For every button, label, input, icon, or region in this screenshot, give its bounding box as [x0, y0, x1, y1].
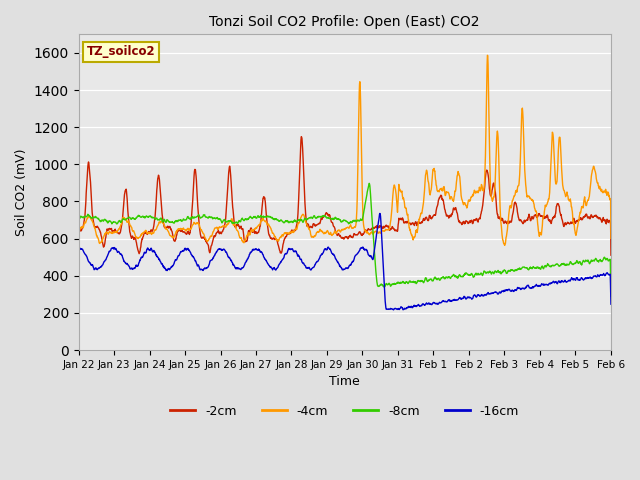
Text: TZ_soilco2: TZ_soilco2: [86, 46, 155, 59]
Legend: -2cm, -4cm, -8cm, -16cm: -2cm, -4cm, -8cm, -16cm: [165, 400, 524, 423]
Y-axis label: Soil CO2 (mV): Soil CO2 (mV): [15, 148, 28, 236]
X-axis label: Time: Time: [330, 375, 360, 388]
Title: Tonzi Soil CO2 Profile: Open (East) CO2: Tonzi Soil CO2 Profile: Open (East) CO2: [209, 15, 480, 29]
